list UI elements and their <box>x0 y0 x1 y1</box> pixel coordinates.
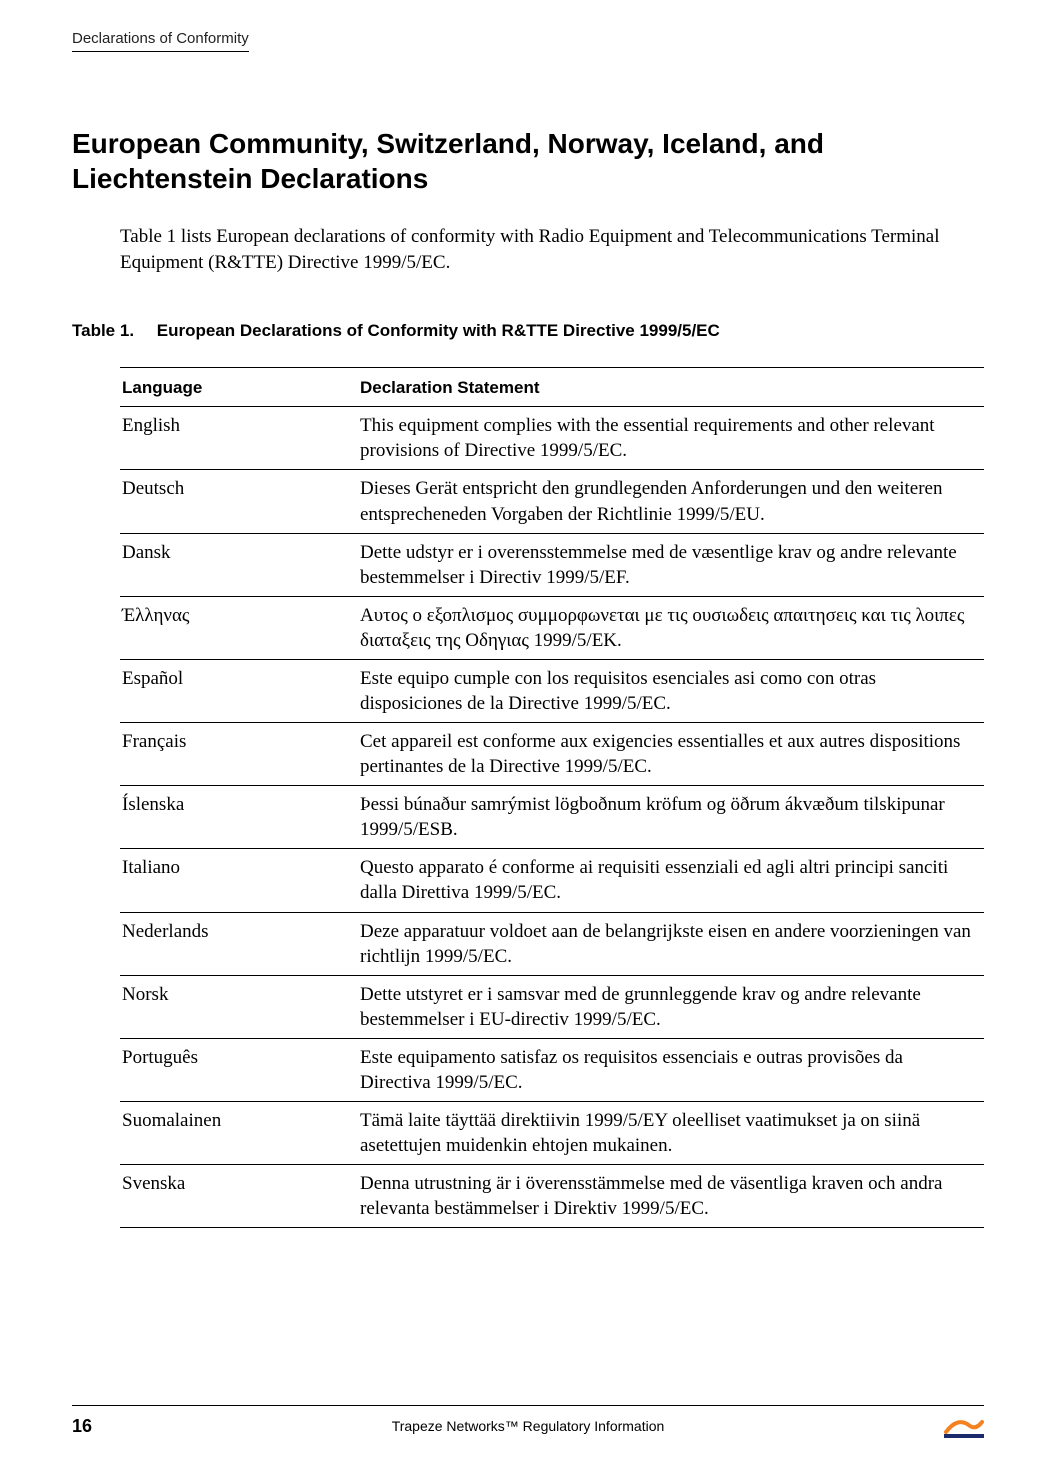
stmt-cell: Deze apparatuur voldoet aan de belangrij… <box>358 912 984 975</box>
section-heading: European Community, Switzerland, Norway,… <box>72 126 984 196</box>
declarations-table: Language Declaration Statement English T… <box>120 367 984 1228</box>
stmt-cell: Dieses Gerät entspricht den grundlegende… <box>358 470 984 533</box>
running-header: Declarations of Conformity <box>72 30 249 52</box>
table-row: Português Este equipamento satisfaz os r… <box>120 1038 984 1101</box>
page: Declarations of Conformity European Comm… <box>0 0 1056 1470</box>
stmt-cell: Dette udstyr er i overensstemmelse med d… <box>358 533 984 596</box>
table-row: Έλληνας Αυτος ο εξοπλισμος συμμορφωνεται… <box>120 596 984 659</box>
stmt-cell: Este equipo cumple con los requisitos es… <box>358 659 984 722</box>
lang-cell: Svenska <box>120 1165 358 1228</box>
table-row: Suomalainen Tämä laite täyttää direktiiv… <box>120 1102 984 1165</box>
lang-cell: Deutsch <box>120 470 358 533</box>
table-header-row: Language Declaration Statement <box>120 368 984 407</box>
table-title: European Declarations of Conformity with… <box>157 321 720 340</box>
table-row: Français Cet appareil est conforme aux e… <box>120 723 984 786</box>
stmt-cell: Cet appareil est conforme aux exigencies… <box>358 723 984 786</box>
col-header-statement: Declaration Statement <box>358 368 984 407</box>
lang-cell: Dansk <box>120 533 358 596</box>
table-row: Dansk Dette udstyr er i overensstemmelse… <box>120 533 984 596</box>
table-row: Nederlands Deze apparatuur voldoet aan d… <box>120 912 984 975</box>
table-row: Svenska Denna utrustning är i överensstä… <box>120 1165 984 1228</box>
lang-cell: Français <box>120 723 358 786</box>
col-header-language: Language <box>120 368 358 407</box>
lang-cell: English <box>120 407 358 470</box>
table-row: English This equipment complies with the… <box>120 407 984 470</box>
stmt-cell: Denna utrustning är i överensstämmelse m… <box>358 1165 984 1228</box>
intro-paragraph: Table 1 lists European declarations of c… <box>120 224 950 275</box>
lang-cell: Italiano <box>120 849 358 912</box>
table-body: English This equipment complies with the… <box>120 407 984 1228</box>
table-number: Table 1. <box>72 321 134 340</box>
table-row: Italiano Questo apparato é conforme ai r… <box>120 849 984 912</box>
lang-cell: Português <box>120 1038 358 1101</box>
lang-cell: Español <box>120 659 358 722</box>
brand-logo-icon <box>936 1412 984 1440</box>
page-number: 16 <box>72 1416 120 1437</box>
table-row: Íslenska Þessi búnaður samrýmist lögboðn… <box>120 786 984 849</box>
lang-cell: Norsk <box>120 975 358 1038</box>
stmt-cell: Este equipamento satisfaz os requisitos … <box>358 1038 984 1101</box>
table-row: Español Este equipo cumple con los requi… <box>120 659 984 722</box>
lang-cell: Suomalainen <box>120 1102 358 1165</box>
page-footer: 16 Trapeze Networks™ Regulatory Informat… <box>72 1405 984 1440</box>
lang-cell: Έλληνας <box>120 596 358 659</box>
stmt-cell: This equipment complies with the essenti… <box>358 407 984 470</box>
table-caption: Table 1. European Declarations of Confor… <box>72 321 984 341</box>
footer-text: Trapeze Networks™ Regulatory Information <box>120 1418 936 1434</box>
table-row: Deutsch Dieses Gerät entspricht den grun… <box>120 470 984 533</box>
table-row: Norsk Dette utstyret er i samsvar med de… <box>120 975 984 1038</box>
stmt-cell: Dette utstyret er i samsvar med de grunn… <box>358 975 984 1038</box>
stmt-cell: Αυτος ο εξοπλισμος συμμορφωνεται με τις … <box>358 596 984 659</box>
stmt-cell: Tämä laite täyttää direktiivin 1999/5/EY… <box>358 1102 984 1165</box>
lang-cell: Nederlands <box>120 912 358 975</box>
stmt-cell: Þessi búnaður samrýmist lögboðnum kröfum… <box>358 786 984 849</box>
stmt-cell: Questo apparato é conforme ai requisiti … <box>358 849 984 912</box>
lang-cell: Íslenska <box>120 786 358 849</box>
